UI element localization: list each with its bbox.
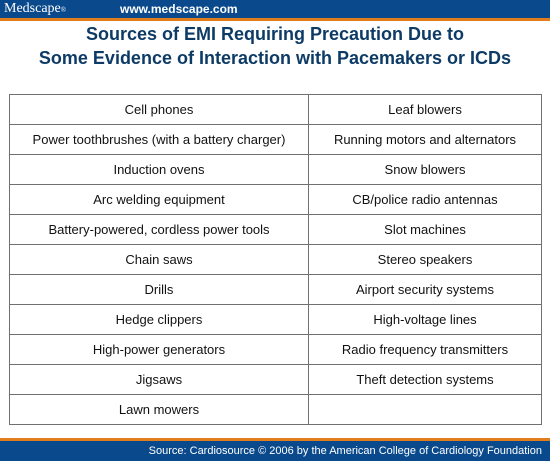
header-accent-stripe <box>0 18 550 21</box>
site-url-link[interactable]: www.medscape.com <box>120 2 238 16</box>
table-cell: Power toothbrushes (with a battery charg… <box>9 124 309 155</box>
table-row: Induction ovens Snow blowers <box>9 154 542 185</box>
table-row: Chain saws Stereo speakers <box>9 244 542 275</box>
table-row: Lawn mowers <box>9 394 542 425</box>
slide-title: Sources of EMI Requiring Precaution Due … <box>0 22 550 70</box>
emi-sources-table: Cell phones Leaf blowers Power toothbrushe… <box>9 94 542 425</box>
table-cell: Theft detection systems <box>308 364 542 395</box>
table-row: High-power generators Radio frequency tra… <box>9 334 542 365</box>
table-cell: High-power generators <box>9 334 309 365</box>
table-row: Cell phones Leaf blowers <box>9 94 542 125</box>
table-cell: Jigsaws <box>9 364 309 395</box>
table-row: Arc welding equipment CB/police radio ant… <box>9 184 542 215</box>
table-row: Drills Airport security systems <box>9 274 542 305</box>
table-cell: CB/police radio antennas <box>308 184 542 215</box>
table-cell: Induction ovens <box>9 154 309 185</box>
table-cell: Leaf blowers <box>308 94 542 125</box>
table-cell: Airport security systems <box>308 274 542 305</box>
table-cell: Lawn mowers <box>9 394 309 425</box>
table-cell: Drills <box>9 274 309 305</box>
table-cell: Running motors and alternators <box>308 124 542 155</box>
table-cell: Stereo speakers <box>308 244 542 275</box>
table-cell: Chain saws <box>9 244 309 275</box>
registered-mark: ® <box>60 6 67 14</box>
table-cell: Radio frequency transmitters <box>308 334 542 365</box>
footer-accent-stripe <box>0 438 550 441</box>
medscape-logo[interactable]: Medscape® <box>4 1 66 17</box>
table-row: Hedge clippers High-voltage lines <box>9 304 542 335</box>
title-line-1: Sources of EMI Requiring Precaution Due … <box>85 24 465 44</box>
table-cell: Slot machines <box>308 214 542 245</box>
table-cell: High-voltage lines <box>308 304 542 335</box>
table-row: Jigsaws Theft detection systems <box>9 364 542 395</box>
table-cell: Hedge clippers <box>9 304 309 335</box>
table-cell: Snow blowers <box>308 154 542 185</box>
table-row: Power toothbrushes (with a battery charg… <box>9 124 542 155</box>
source-credit: Source: Cardiosource © 2006 by the Ameri… <box>148 445 542 457</box>
title-line-2: Some Evidence of Interaction with Pacema… <box>38 48 512 68</box>
header-bar: Medscape® www.medscape.com <box>0 0 550 18</box>
table-cell: Arc welding equipment <box>9 184 309 215</box>
table-row: Battery-powered, cordless power tools Slo… <box>9 214 542 245</box>
table-cell: Battery-powered, cordless power tools <box>9 214 309 245</box>
table-cell <box>308 394 542 425</box>
table-cell: Cell phones <box>9 94 309 125</box>
footer-bar: Source: Cardiosource © 2006 by the Ameri… <box>0 441 550 461</box>
logo-text: Medscape <box>4 1 61 16</box>
table-body: Cell phones Leaf blowers Power toothbrushe… <box>9 94 542 425</box>
